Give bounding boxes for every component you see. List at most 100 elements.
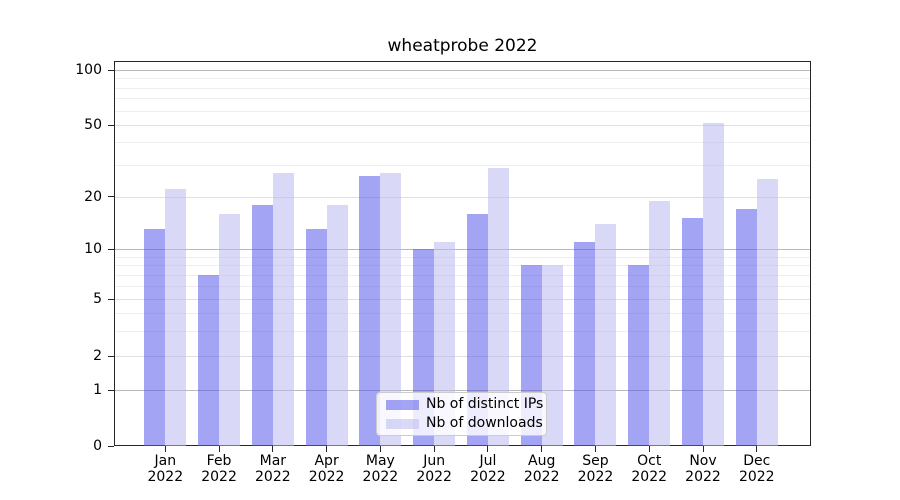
xtick-label-apr: Apr 2022	[297, 453, 357, 485]
xtick-oct	[648, 446, 650, 452]
xtick-month: Feb	[206, 453, 232, 469]
xtick-may	[379, 446, 381, 452]
xtick-label-jun: Jun 2022	[404, 453, 464, 485]
ytick-1	[108, 389, 114, 391]
ytick-20	[108, 196, 114, 198]
ytick-label-50: 50	[84, 117, 102, 133]
gridline-60	[115, 110, 810, 112]
bar-distinct-ips-may	[359, 176, 381, 446]
gridline-90	[115, 78, 810, 80]
xtick-label-jul: Jul 2022	[458, 453, 518, 485]
ytick-label-100: 100	[75, 62, 102, 78]
xtick-year: 2022	[738, 469, 775, 485]
ytick-label-20: 20	[84, 188, 102, 205]
bar-downloads-nov	[703, 123, 724, 446]
xtick-month: Dec	[743, 453, 771, 469]
ytick-5	[108, 298, 114, 300]
ytick-10	[108, 248, 114, 250]
gridline-20	[115, 196, 810, 198]
bar-downloads-mar	[272, 173, 294, 446]
gridline-8	[115, 265, 810, 267]
gridline-100	[115, 70, 810, 71]
xtick-sep	[594, 446, 596, 452]
xtick-jul	[487, 446, 489, 452]
gridline-10	[115, 249, 810, 250]
legend-label-distinct-ips: Nb of distinct IPs	[426, 396, 544, 412]
xtick-label-may: May 2022	[350, 453, 410, 485]
gridline-9	[115, 256, 810, 258]
xtick-jan	[164, 446, 166, 452]
xtick-year: 2022	[308, 469, 345, 485]
bar-distinct-ips-mar	[251, 204, 273, 446]
gridline-7	[115, 274, 810, 276]
xtick-year: 2022	[255, 469, 291, 485]
bar-downloads-jan	[165, 189, 187, 446]
xtick-year: 2022	[631, 469, 668, 485]
plot-area	[114, 61, 811, 446]
xtick-year: 2022	[416, 469, 452, 485]
xtick-dec	[756, 446, 758, 452]
xtick-feb	[218, 446, 220, 452]
gridline-5	[115, 299, 810, 300]
legend-entry-downloads: Nb of downloads	[386, 416, 546, 431]
bar-distinct-ips-dec	[735, 208, 757, 446]
gridline-2	[115, 356, 810, 357]
xtick-label-nov: Nov 2022	[673, 453, 733, 485]
legend: Nb of distinct IPs Nb of downloads	[376, 392, 547, 436]
bar-distinct-ips-jan	[144, 229, 166, 446]
bar-downloads-sep	[595, 223, 617, 446]
gridline-50	[115, 125, 810, 126]
xtick-apr	[326, 446, 328, 452]
gridline-6	[115, 285, 810, 287]
xtick-year: 2022	[201, 469, 237, 485]
xtick-month: May	[365, 453, 395, 469]
gridline-40	[115, 142, 810, 144]
page-title: wheatprobe 2022	[387, 36, 538, 56]
bar-downloads-feb	[219, 213, 241, 446]
bar-distinct-ips-apr	[305, 229, 327, 446]
gridline-30	[115, 164, 810, 166]
legend-label-downloads: Nb of downloads	[426, 415, 543, 431]
legend-entry-distinct-ips: Nb of distinct IPs	[386, 397, 546, 412]
legend-swatch-downloads	[386, 418, 419, 429]
xtick-month: Jun	[423, 453, 446, 469]
ytick-50	[108, 124, 114, 126]
xtick-label-oct: Oct 2022	[619, 453, 679, 485]
xtick-mar	[272, 446, 274, 452]
ytick-label-2: 2	[93, 348, 102, 364]
xtick-month: Apr	[314, 453, 339, 469]
bar-distinct-ips-sep	[574, 241, 596, 446]
xtick-month: Sep	[582, 453, 609, 469]
gridline-1	[115, 390, 810, 391]
xtick-year: 2022	[470, 469, 506, 485]
xtick-nov	[702, 446, 704, 452]
gridline-3	[115, 330, 810, 332]
bar-downloads-oct	[649, 200, 671, 446]
xtick-jun	[433, 446, 435, 452]
xtick-year: 2022	[523, 469, 560, 485]
ytick-label-1: 1	[93, 382, 102, 398]
xtick-year: 2022	[147, 469, 184, 485]
ytick-100	[108, 69, 114, 71]
gridline-80	[115, 87, 810, 89]
bar-downloads-dec	[756, 179, 778, 446]
ytick-0	[108, 445, 114, 447]
xtick-month: Jan	[154, 453, 177, 469]
bar-downloads-jul	[487, 167, 509, 446]
xtick-label-jan: Jan 2022	[135, 453, 195, 485]
bar-downloads-apr	[326, 204, 348, 446]
xtick-label-feb: Feb 2022	[189, 453, 249, 485]
xtick-label-mar: Mar 2022	[243, 453, 303, 485]
gridline-70	[115, 98, 810, 100]
legend-swatch-distinct-ips	[386, 399, 419, 410]
xtick-year: 2022	[577, 469, 614, 485]
xtick-label-dec: Dec 2022	[727, 453, 787, 485]
xtick-year: 2022	[685, 469, 721, 485]
xtick-month: Nov	[689, 453, 717, 469]
xtick-aug	[541, 446, 543, 452]
xtick-label-aug: Aug 2022	[512, 453, 572, 485]
xtick-year: 2022	[362, 469, 399, 485]
xtick-label-sep: Sep 2022	[565, 453, 625, 485]
ytick-label-5: 5	[93, 291, 102, 307]
